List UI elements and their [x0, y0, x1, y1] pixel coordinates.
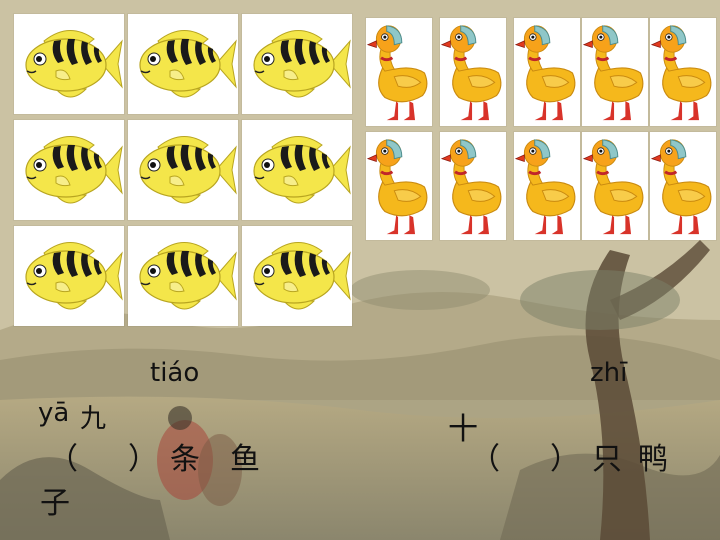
char-tiao: 条 [170, 442, 202, 477]
fish-icon [128, 14, 238, 114]
char-ya: 鸭 [638, 442, 670, 477]
fish-icon [14, 226, 124, 326]
fish-icon [242, 120, 352, 220]
pinyin-ya: yā [38, 398, 70, 428]
fish-icon [242, 226, 352, 326]
char-yu: 鱼 [230, 442, 262, 477]
duck-icon [366, 18, 432, 126]
duck-icon [582, 132, 648, 240]
fish-icon [14, 120, 124, 220]
duck-icon [514, 132, 580, 240]
fish-icon [242, 14, 352, 114]
char-jiu: 九 [80, 404, 109, 434]
pinyin-zhi: zhī [590, 358, 628, 388]
duck-icon [440, 132, 506, 240]
char-zhi: 只 [592, 442, 624, 477]
char-zi: 子 [40, 486, 72, 521]
char-shi: 十 [448, 412, 480, 447]
fish-icon [128, 226, 238, 326]
duck-icon [582, 18, 648, 126]
close-paren-right: ） [550, 442, 582, 477]
pinyin-tiao: tiáo [150, 358, 200, 388]
duck-icon [440, 18, 506, 126]
duck-icon [650, 132, 716, 240]
open-paren-left: （ [48, 442, 80, 477]
duck-icon [514, 18, 580, 126]
close-paren-left: ） [128, 442, 160, 477]
duck-icon [650, 18, 716, 126]
duck-icon [366, 132, 432, 240]
open-paren-right: （ [470, 442, 502, 477]
fish-icon [128, 120, 238, 220]
fish-icon [14, 14, 124, 114]
